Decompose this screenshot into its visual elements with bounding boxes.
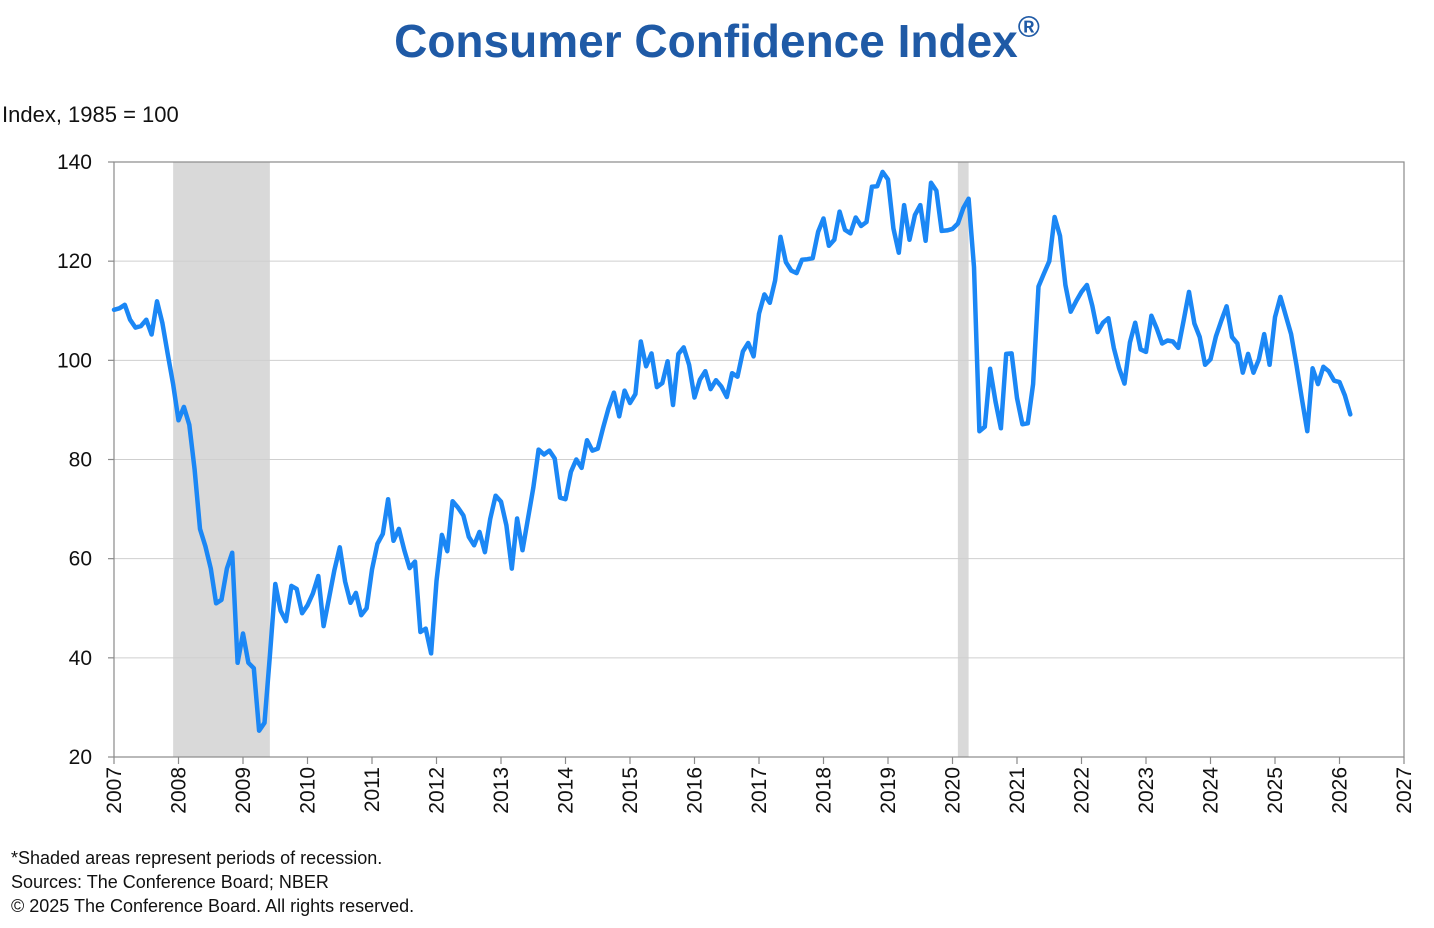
sources-note: Sources: The Conference Board; NBER <box>11 872 329 892</box>
chart-title-text: Consumer Confidence Index <box>394 15 1018 67</box>
index-series-line <box>111 169 1353 733</box>
x-tick-label: 2008 <box>168 767 191 814</box>
x-tick-label: 2011 <box>361 767 384 812</box>
x-tick-label: 2015 <box>619 767 642 814</box>
x-tick-label: 2022 <box>1071 767 1094 814</box>
x-tick-label: 2020 <box>942 767 965 814</box>
chart-title: Consumer Confidence Index® <box>0 10 1434 68</box>
x-tick-label: 2019 <box>877 767 900 814</box>
copyright-note: © 2025 The Conference Board. All rights … <box>11 896 415 916</box>
x-tick-label: 2027 <box>1393 767 1416 814</box>
x-tick-label: 2013 <box>490 767 513 814</box>
x-tick-label: 2018 <box>813 767 836 814</box>
y-tick-label: 120 <box>57 250 92 273</box>
x-tick-label: 2012 <box>426 767 449 814</box>
x-tick-label: 2007 <box>103 767 126 814</box>
x-tick-label: 2023 <box>1135 767 1158 814</box>
y-tick-label: 60 <box>69 548 92 571</box>
series <box>111 169 1353 733</box>
y-axis-ticks: 20 40 60 80 100 120 140 <box>57 151 114 769</box>
y-tick-label: 80 <box>69 449 92 472</box>
y-tick-label: 100 <box>57 349 92 372</box>
x-tick-label: 2024 <box>1200 767 1223 814</box>
x-tick-label: 2026 <box>1329 767 1352 814</box>
x-tick-label: 2009 <box>232 767 255 814</box>
y-tick-label: 140 <box>57 151 92 174</box>
x-tick-label: 2017 <box>748 767 771 814</box>
y-tick-label: 40 <box>69 647 92 670</box>
x-tick-label: 2021 <box>1006 767 1029 814</box>
registered-mark: ® <box>1017 10 1040 44</box>
recession-note: *Shaded areas represent periods of reces… <box>11 848 383 868</box>
x-tick-label: 2025 <box>1264 767 1287 814</box>
x-tick-label: 2010 <box>297 767 320 814</box>
gridlines <box>114 260 1404 659</box>
y-axis-label: Index, 1985 = 100 <box>2 102 179 127</box>
x-axis-ticks: 2007 2008 2009 2010 2011 2012 2013 2014 2015 2016… <box>103 757 1416 814</box>
footnotes: *Shaded areas represent periods of reces… <box>11 846 414 918</box>
x-tick-label: 2014 <box>555 767 578 814</box>
x-tick-label: 2016 <box>684 767 707 814</box>
y-tick-label: 20 <box>69 746 92 769</box>
